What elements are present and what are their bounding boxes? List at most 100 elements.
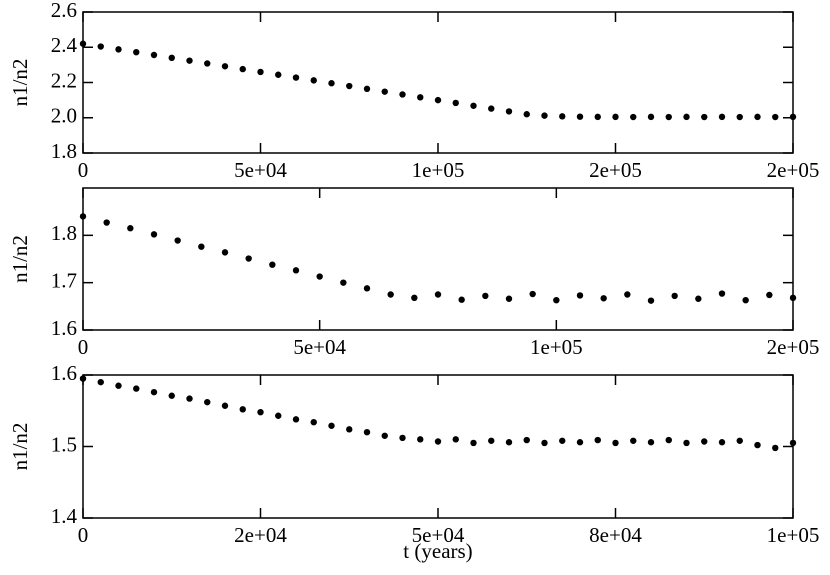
- point: [97, 43, 104, 50]
- y-tick-label: 2.2: [51, 68, 77, 92]
- point: [417, 94, 424, 101]
- x-tick-label: 2e+05: [767, 335, 820, 359]
- point: [79, 375, 87, 382]
- point: [292, 74, 300, 81]
- x-tick-label: 5e+04: [293, 335, 346, 359]
- point: [221, 249, 229, 256]
- point: [103, 219, 110, 226]
- point: [434, 291, 442, 298]
- x-tick-label: 8e+04: [589, 523, 642, 547]
- point: [718, 290, 726, 297]
- y-axis-label: n1/n2: [8, 235, 32, 283]
- point: [269, 261, 276, 268]
- point: [411, 294, 418, 302]
- point: [150, 388, 158, 396]
- point: [736, 113, 743, 121]
- point: [630, 113, 637, 121]
- point: [470, 439, 477, 447]
- point: [133, 385, 140, 392]
- point: [701, 113, 708, 121]
- point: [683, 113, 690, 121]
- point: [742, 296, 749, 304]
- point: [600, 295, 607, 302]
- point: [340, 279, 347, 286]
- point: [470, 102, 477, 109]
- point: [612, 439, 619, 447]
- point: [363, 429, 371, 436]
- point: [523, 111, 530, 118]
- point: [381, 432, 388, 439]
- point: [452, 99, 459, 107]
- point: [174, 237, 181, 244]
- point: [505, 439, 513, 446]
- point: [452, 436, 459, 443]
- y-tick-label: 1.8: [51, 139, 77, 163]
- point: [186, 57, 193, 64]
- point: [127, 225, 134, 232]
- point: [204, 60, 211, 67]
- y-tick-label: 2.6: [51, 0, 77, 22]
- x-tick-label: 5e+04: [234, 158, 287, 182]
- x-tick-label: 0: [78, 523, 89, 547]
- y-tick-label: 1.7: [51, 268, 77, 292]
- x-axis-label: t (years): [403, 539, 472, 563]
- point: [204, 398, 211, 406]
- point: [399, 434, 406, 442]
- point: [576, 292, 584, 299]
- x-tick-label: 1e+05: [530, 335, 583, 359]
- y-axis-label: n1/n2: [8, 59, 32, 107]
- y-tick-label: 1.5: [51, 432, 77, 456]
- point: [115, 46, 122, 53]
- point: [683, 439, 690, 447]
- point: [310, 77, 317, 84]
- x-tick-label: 2e+05: [767, 158, 820, 182]
- point: [363, 285, 371, 292]
- point: [381, 88, 388, 95]
- point: [150, 51, 158, 59]
- point: [772, 113, 779, 121]
- plot-frame: [82, 187, 794, 331]
- point: [529, 290, 536, 298]
- point: [695, 295, 702, 302]
- x-tick-label: 2e+04: [234, 523, 287, 547]
- point: [766, 291, 773, 299]
- point: [310, 418, 317, 426]
- point: [346, 82, 353, 90]
- point: [559, 437, 566, 444]
- point: [594, 113, 601, 121]
- point: [275, 71, 282, 78]
- x-tick-label: 0: [78, 158, 89, 182]
- x-tick-label: 5e+04: [412, 523, 465, 547]
- point: [789, 294, 797, 302]
- point: [630, 437, 637, 444]
- point: [559, 113, 566, 120]
- point: [647, 297, 655, 304]
- point: [718, 113, 726, 121]
- point: [718, 439, 726, 446]
- point: [624, 291, 631, 298]
- point: [736, 437, 743, 444]
- point: [257, 68, 264, 76]
- y-tick-label: 2.0: [51, 104, 77, 128]
- point: [168, 392, 175, 399]
- point: [97, 378, 104, 386]
- point: [168, 54, 175, 62]
- point: [79, 40, 87, 47]
- point: [505, 295, 513, 302]
- point: [541, 439, 548, 447]
- point: [198, 243, 205, 250]
- point: [239, 65, 246, 73]
- point: [541, 112, 548, 119]
- point: [647, 439, 655, 446]
- x-tick-label: 2e+05: [589, 158, 642, 182]
- y-tick-label: 1.4: [51, 504, 78, 528]
- point: [346, 426, 353, 433]
- point: [363, 85, 371, 93]
- y-axis-label: n1/n2: [8, 423, 32, 471]
- point: [387, 291, 394, 298]
- point: [79, 213, 87, 220]
- point: [292, 267, 300, 274]
- point: [553, 296, 560, 304]
- y-tick-label: 1.6: [51, 316, 77, 340]
- point: [665, 113, 672, 121]
